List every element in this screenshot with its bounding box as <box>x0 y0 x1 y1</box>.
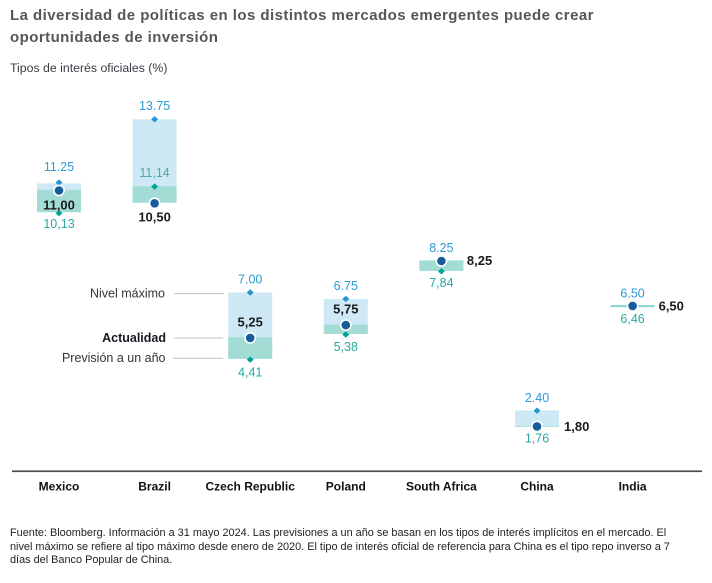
svg-text:5,38: 5,38 <box>334 340 358 354</box>
svg-text:Nivel máximo: Nivel máximo <box>90 287 165 301</box>
svg-text:10,50: 10,50 <box>138 209 171 224</box>
svg-text:6.75: 6.75 <box>334 279 358 293</box>
svg-text:China: China <box>520 480 554 494</box>
svg-text:10,13: 10,13 <box>43 217 74 231</box>
svg-text:Previsión a un año: Previsión a un año <box>62 351 166 365</box>
svg-text:6,46: 6,46 <box>620 312 644 326</box>
svg-text:4,41: 4,41 <box>238 365 262 379</box>
svg-text:11,00: 11,00 <box>43 197 75 212</box>
svg-text:8.25: 8.25 <box>429 241 453 255</box>
svg-text:5,25: 5,25 <box>238 315 263 330</box>
svg-text:2.40: 2.40 <box>525 391 549 405</box>
svg-text:6,50: 6,50 <box>659 299 684 314</box>
svg-text:Brazil: Brazil <box>138 480 171 494</box>
svg-text:7.00: 7.00 <box>238 273 262 287</box>
svg-text:Mexico: Mexico <box>39 480 80 494</box>
svg-text:1,80: 1,80 <box>564 419 589 434</box>
svg-text:South Africa: South Africa <box>406 480 477 494</box>
svg-text:Poland: Poland <box>326 480 366 494</box>
svg-text:5,75: 5,75 <box>333 302 358 317</box>
svg-text:Czech Republic: Czech Republic <box>206 480 296 494</box>
svg-text:11,14: 11,14 <box>139 166 169 180</box>
svg-text:India: India <box>619 480 647 494</box>
svg-text:13.75: 13.75 <box>139 99 170 113</box>
svg-text:8,25: 8,25 <box>467 253 492 268</box>
svg-text:11.25: 11.25 <box>44 160 74 174</box>
svg-text:7,84: 7,84 <box>429 276 453 290</box>
svg-text:6.50: 6.50 <box>620 287 644 301</box>
svg-text:1,76: 1,76 <box>525 432 549 446</box>
svg-text:Actualidad: Actualidad <box>102 331 166 345</box>
